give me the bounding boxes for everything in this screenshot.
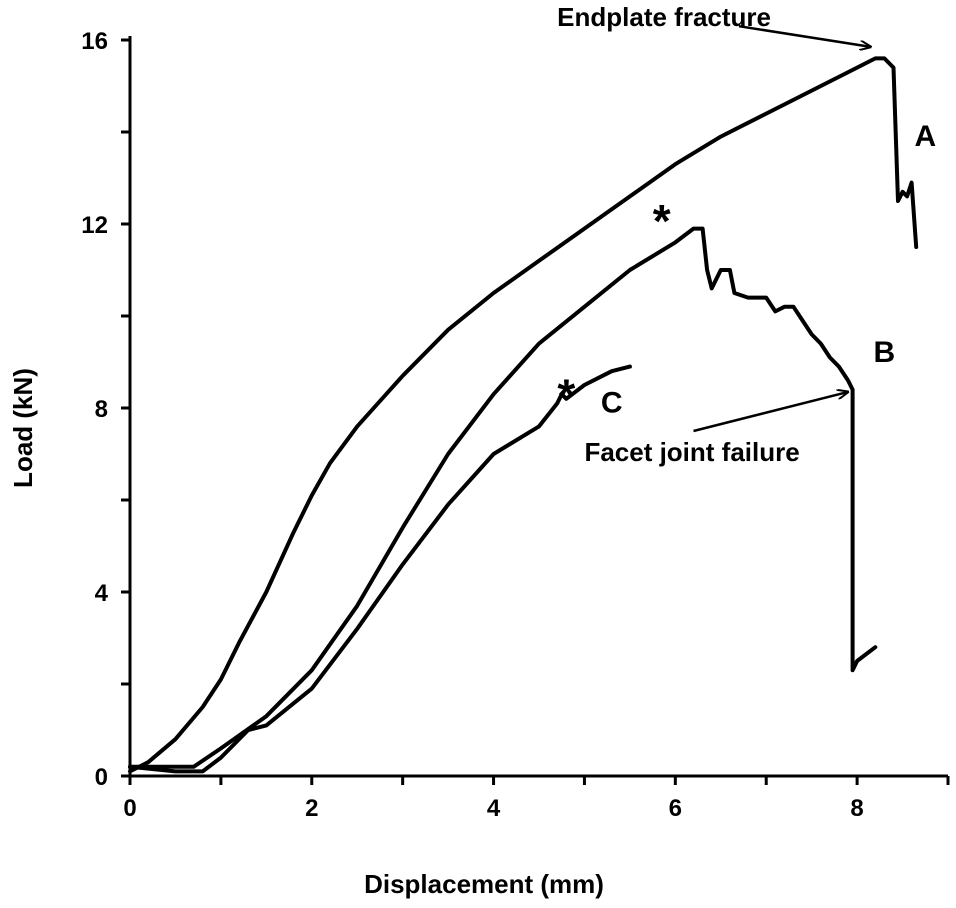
y-tick-label: 12 <box>81 212 108 239</box>
series-group <box>128 56 919 774</box>
x-tick-label: 0 <box>123 795 136 822</box>
annotation-text: Facet joint failure <box>584 437 799 467</box>
curve-label-b: B <box>874 336 896 369</box>
annotation-arrow <box>693 392 849 433</box>
series-line-a <box>128 56 919 774</box>
x-tick-label: 2 <box>305 795 318 822</box>
x-tick-label: 4 <box>487 795 501 822</box>
annotation-arrow <box>738 24 871 47</box>
failure-star-marker: * <box>653 195 671 247</box>
y-tick-label: 0 <box>95 764 108 791</box>
annotation-text: Endplate fracture <box>557 2 771 32</box>
y-axis-title: Load (kN) <box>8 368 38 488</box>
labels-group: A B C * * Endplate fracture Facet joint failur… <box>557 2 936 467</box>
x-axis-title: Displacement (mm) <box>364 869 604 899</box>
x-tick-label: 6 <box>669 795 682 822</box>
ticks: 0 2 4 6 8 0 4 8 12 16 <box>81 28 950 822</box>
y-tick-label: 8 <box>95 396 108 423</box>
axes <box>128 36 948 778</box>
y-tick-label: 4 <box>95 580 109 607</box>
y-tick-label: 16 <box>81 28 108 55</box>
curve-label-a: A <box>914 120 936 153</box>
series-line-b <box>128 226 878 769</box>
series-line-c <box>128 364 632 774</box>
failure-star-marker: * <box>557 370 575 422</box>
x-tick-label: 8 <box>850 795 863 822</box>
curve-label-c: C <box>601 387 623 420</box>
